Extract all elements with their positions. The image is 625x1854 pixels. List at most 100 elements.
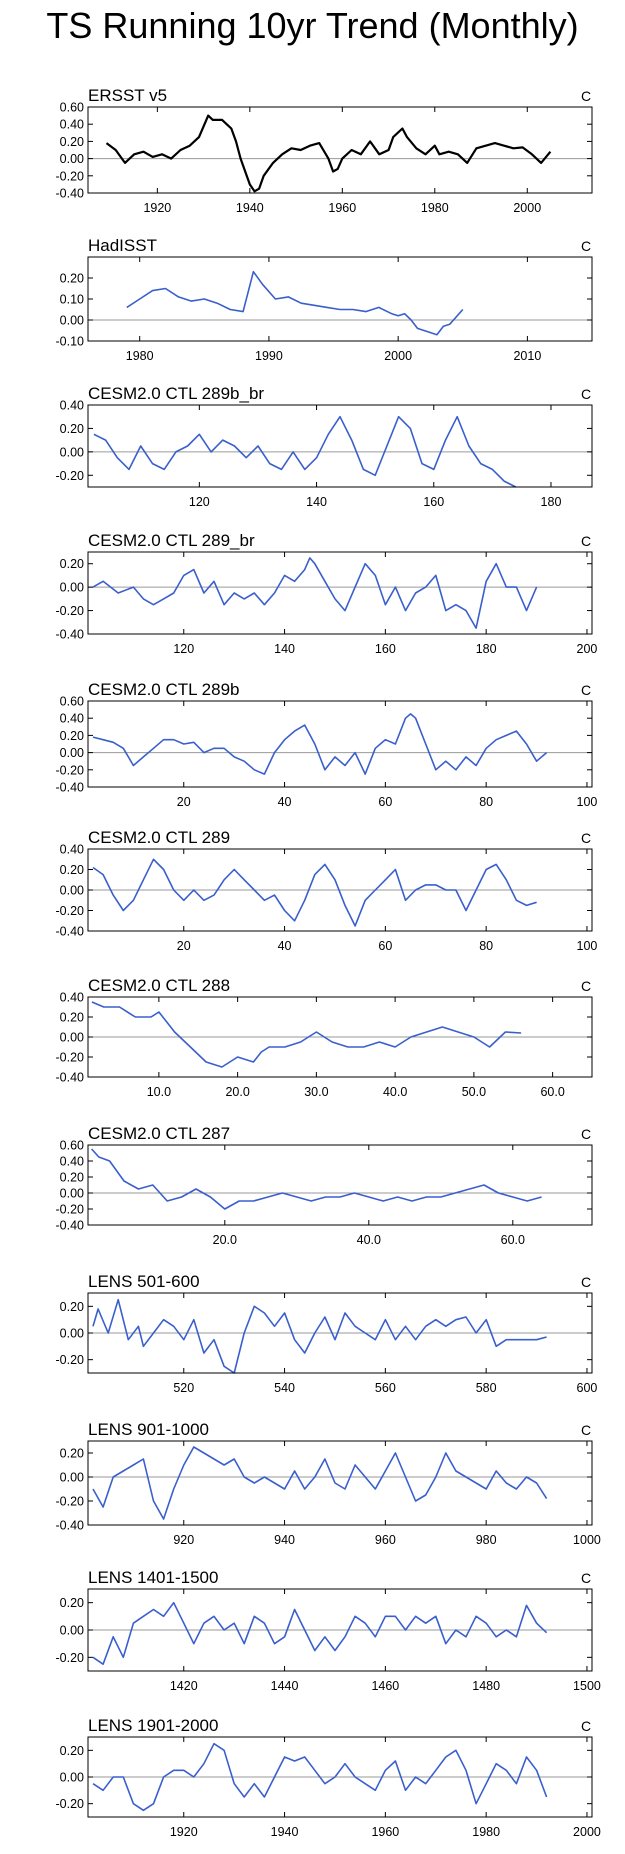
y-tick-label: 0.40: [60, 118, 84, 132]
series-line: [91, 1148, 542, 1210]
series-line: [93, 415, 517, 488]
x-tick-label: 600: [577, 1381, 598, 1395]
x-tick-label: 160: [375, 642, 396, 656]
y-tick-label: -0.20: [56, 904, 85, 918]
x-tick-label: 40.0: [383, 1085, 407, 1099]
y-tick-label: 0.20: [60, 1596, 84, 1610]
chart-title: ERSST v5: [88, 86, 167, 105]
y-tick-label: 0.20: [60, 135, 84, 149]
chart-title: LENS 1401-1500: [88, 1568, 218, 1587]
plot-frame: [87, 848, 593, 932]
x-tick-label: 20: [177, 795, 191, 809]
chart-panel: HadISST C -0.10 0.00 0.10 0.20 1980 1990 2000 201…: [56, 236, 593, 363]
x-tick-label: 1440: [271, 1679, 299, 1693]
x-tick-label: 60.0: [540, 1085, 564, 1099]
y-tick-label: -0.20: [56, 604, 85, 618]
chart-title: CESM2.0 CTL 288: [88, 976, 230, 995]
unit-label: C: [581, 830, 591, 846]
y-tick-label: 0.00: [60, 1471, 84, 1485]
unit-label: C: [581, 1718, 591, 1734]
y-tick-label: 0.00: [60, 314, 84, 328]
y-tick-label: 0.10: [60, 293, 84, 307]
y-tick-label: 0.20: [60, 1447, 84, 1461]
unit-label: C: [581, 533, 591, 549]
chart-title: LENS 1901-2000: [88, 1716, 218, 1735]
series-line: [92, 1446, 548, 1520]
chart-panel: CESM2.0 CTL 287 C -0.40 -0.20 0.00 0.20 0.40 0.…: [56, 1124, 593, 1247]
y-tick-label: 0.00: [60, 884, 84, 898]
y-tick-label: 0.40: [60, 991, 84, 1005]
series-line: [92, 1298, 547, 1374]
y-tick-label: 0.60: [60, 101, 84, 115]
x-tick-label: 60: [378, 795, 392, 809]
x-tick-label: 80: [479, 939, 493, 953]
y-tick-label: 0.00: [60, 1031, 84, 1045]
unit-label: C: [581, 238, 591, 254]
unit-label: C: [581, 1422, 591, 1438]
y-tick-label: 0.20: [60, 863, 84, 877]
y-tick-label: -0.40: [56, 781, 85, 795]
x-tick-label: 1920: [170, 1825, 198, 1839]
y-tick-label: -0.10: [56, 335, 85, 349]
x-tick-label: 560: [375, 1381, 396, 1395]
x-tick-label: 520: [173, 1381, 194, 1395]
plot-frame: [87, 996, 593, 1078]
chart-panel: LENS 901-1000 C -0.40 -0.20 0.00 0.20 920 940 96…: [56, 1420, 601, 1547]
x-tick-label: 100: [577, 939, 598, 953]
x-tick-label: 540: [274, 1381, 295, 1395]
y-tick-label: -0.20: [56, 1353, 85, 1367]
plot-frame: [87, 700, 593, 788]
chart-panel: CESM2.0 CTL 288 C -0.40 -0.20 0.00 0.20 0.40 10…: [56, 976, 593, 1099]
series-line: [92, 1742, 548, 1812]
plot-frame: [87, 1144, 593, 1226]
x-tick-label: 2000: [573, 1825, 601, 1839]
y-tick-label: 0.00: [60, 1327, 84, 1341]
x-tick-label: 1940: [236, 201, 264, 215]
y-tick-label: -0.20: [56, 1651, 85, 1665]
x-tick-label: 980: [476, 1533, 497, 1547]
y-tick-label: 0.00: [60, 581, 84, 595]
x-tick-label: 960: [375, 1533, 396, 1547]
x-tick-label: 60: [378, 939, 392, 953]
x-tick-label: 80: [479, 795, 493, 809]
x-tick-label: 940: [274, 1533, 295, 1547]
y-tick-label: -0.40: [56, 1071, 85, 1085]
y-tick-label: -0.40: [56, 1219, 85, 1233]
chart-panel: LENS 501-600 C -0.20 0.00 0.20 520 540 560 580 60…: [56, 1272, 598, 1395]
y-tick-label: -0.20: [56, 169, 85, 183]
y-tick-label: -0.20: [56, 1051, 85, 1065]
x-tick-label: 50.0: [462, 1085, 486, 1099]
chart-panel: CESM2.0 CTL 289b_br C -0.20 0.00 0.20 0.40 120…: [56, 384, 593, 509]
y-tick-label: 0.20: [60, 1011, 84, 1025]
page-title: TS Running 10yr Trend (Monthly): [46, 5, 579, 46]
y-tick-label: 0.20: [60, 557, 84, 571]
x-tick-label: 1000: [573, 1533, 601, 1547]
x-tick-label: 2010: [513, 349, 541, 363]
unit-label: C: [581, 88, 591, 104]
y-tick-label: -0.20: [56, 1495, 85, 1509]
unit-label: C: [581, 682, 591, 698]
x-tick-label: 1500: [573, 1679, 601, 1693]
chart-title: CESM2.0 CTL 289b: [88, 680, 240, 699]
x-tick-label: 1960: [328, 201, 356, 215]
chart-title: CESM2.0 CTL 289_br: [88, 531, 255, 550]
y-tick-label: 0.00: [60, 1624, 84, 1638]
chart-panel: LENS 1401-1500 C -0.20 0.00 0.20 1420 1440 1460…: [56, 1568, 601, 1693]
x-tick-label: 20.0: [213, 1233, 237, 1247]
x-tick-label: 100: [577, 795, 598, 809]
chart-title: CESM2.0 CTL 289b_br: [88, 384, 264, 403]
x-tick-label: 2000: [384, 349, 412, 363]
x-tick-label: 580: [476, 1381, 497, 1395]
x-tick-label: 10.0: [147, 1085, 171, 1099]
y-tick-label: 0.20: [60, 272, 84, 286]
unit-label: C: [581, 1274, 591, 1290]
y-tick-label: -0.40: [56, 925, 85, 939]
x-tick-label: 20: [177, 939, 191, 953]
x-tick-label: 1960: [371, 1825, 399, 1839]
x-tick-label: 2000: [513, 201, 541, 215]
plot-frame: [87, 1736, 593, 1818]
x-tick-label: 1920: [143, 201, 171, 215]
x-tick-label: 140: [274, 642, 295, 656]
unit-label: C: [581, 1126, 591, 1142]
